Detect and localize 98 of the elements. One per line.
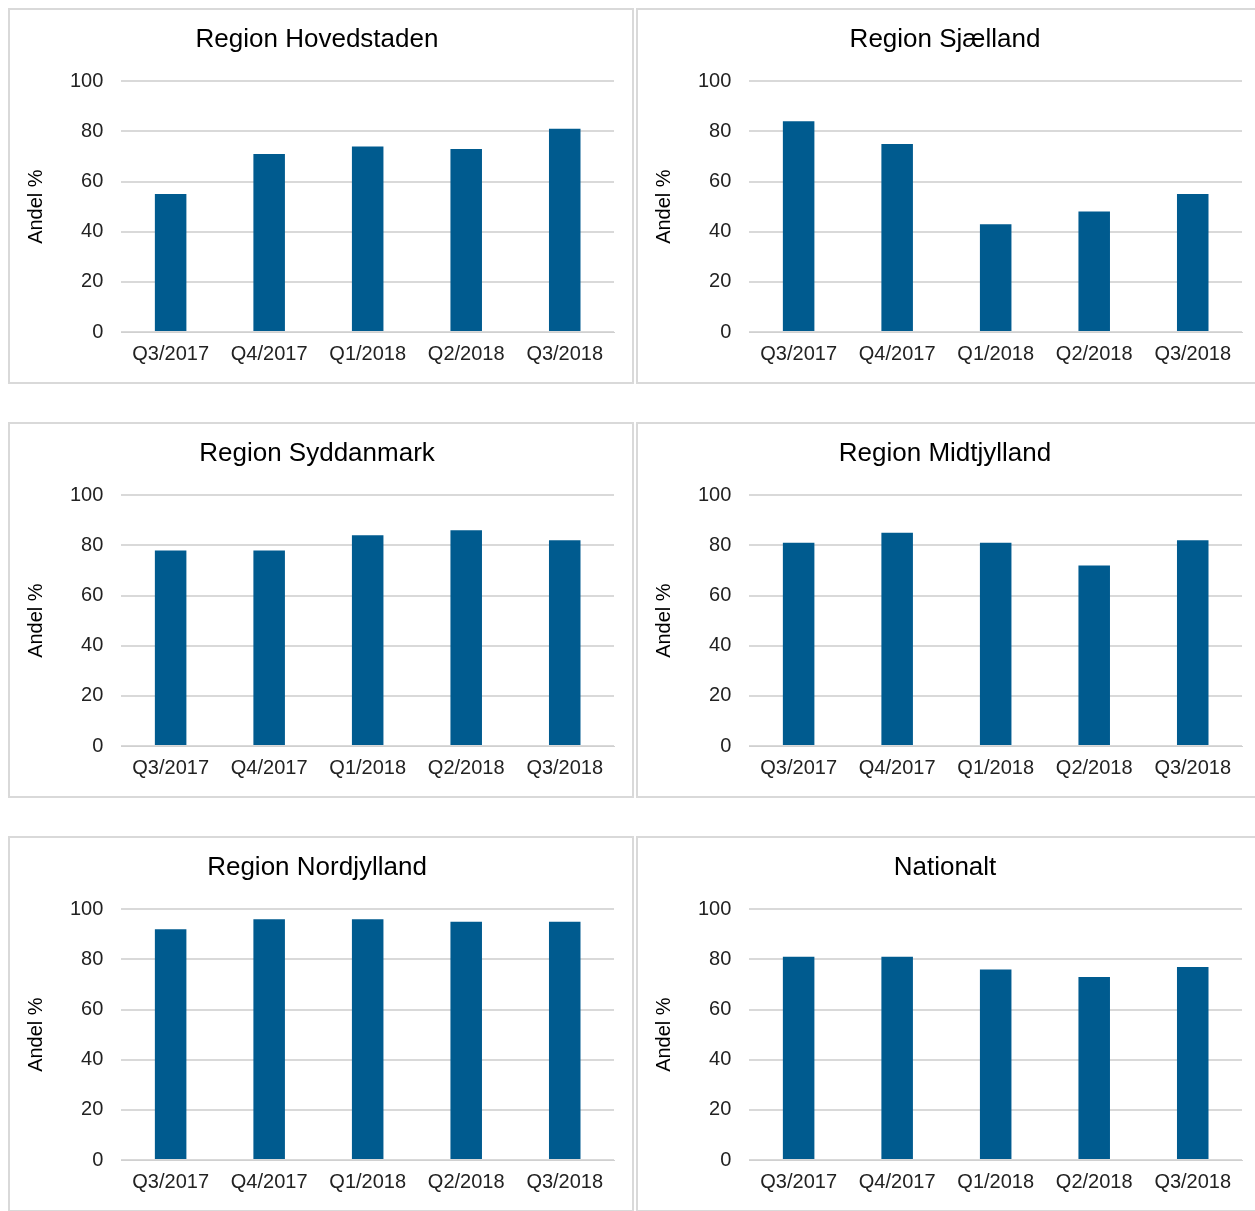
- bar: [881, 956, 913, 1159]
- x-tick-label: Q3/2018: [1154, 755, 1232, 778]
- x-tick-label: Q3/2017: [132, 1169, 209, 1192]
- y-tick-label: 80: [709, 532, 732, 555]
- y-tick-label: 100: [69, 68, 104, 91]
- x-tick-label: Q1/2018: [329, 1169, 407, 1192]
- bar: [979, 969, 1012, 1159]
- x-tick-label: Q3/2018: [1154, 1169, 1232, 1192]
- y-axis-title: Andel %: [651, 169, 674, 244]
- x-tick-label: Q3/2017: [132, 341, 209, 364]
- bar: [1176, 194, 1209, 331]
- y-tick-label: 0: [92, 319, 104, 342]
- x-tick-label: Q2/2018: [1055, 755, 1133, 778]
- y-tick-label: 20: [709, 269, 732, 292]
- x-tick-label: Q3/2018: [1154, 341, 1232, 364]
- y-axis-title: Andel %: [651, 583, 674, 658]
- x-tick-label: Q1/2018: [329, 341, 407, 364]
- y-tick-label: 20: [81, 269, 104, 292]
- y-tick-label: 20: [709, 683, 732, 706]
- y-tick-label: 20: [81, 1097, 104, 1120]
- chart-title: Region Sjælland: [849, 22, 1041, 53]
- bar: [979, 224, 1012, 331]
- bar: [450, 921, 482, 1159]
- y-tick-label: 100: [69, 896, 104, 919]
- bar: [154, 929, 187, 1159]
- x-tick-label: Q4/2017: [230, 341, 308, 364]
- bar: [782, 121, 815, 331]
- x-tick-label: Q3/2018: [526, 755, 604, 778]
- bar: [351, 919, 384, 1159]
- x-tick-label: Q3/2017: [760, 755, 837, 778]
- y-tick-label: 80: [81, 946, 104, 969]
- x-tick-label: Q2/2018: [1055, 341, 1133, 364]
- x-tick-label: Q3/2017: [132, 755, 209, 778]
- y-tick-label: 0: [92, 1147, 104, 1170]
- y-tick-label: 0: [720, 733, 732, 756]
- y-tick-label: 80: [81, 118, 104, 141]
- y-tick-label: 100: [697, 68, 732, 91]
- x-tick-label: Q3/2017: [760, 1169, 837, 1192]
- bar: [351, 535, 384, 745]
- x-tick-label: Q4/2017: [230, 755, 308, 778]
- y-tick-label: 100: [697, 896, 732, 919]
- y-tick-label: 100: [69, 482, 104, 505]
- bar: [450, 530, 482, 745]
- y-axis-title: Andel %: [651, 997, 674, 1072]
- y-axis-title: Andel %: [23, 169, 46, 244]
- bar: [1078, 211, 1110, 331]
- y-axis-title: Andel %: [23, 583, 46, 658]
- y-tick-label: 80: [709, 946, 732, 969]
- x-tick-label: Q3/2017: [760, 341, 837, 364]
- y-tick-label: 100: [697, 482, 732, 505]
- bar: [1078, 976, 1110, 1159]
- bar: [548, 921, 581, 1159]
- y-tick-label: 0: [92, 733, 104, 756]
- chart-title: Region Hovedstaden: [195, 22, 439, 53]
- bar: [881, 143, 913, 331]
- y-tick-label: 40: [81, 633, 104, 656]
- x-tick-label: Q3/2018: [526, 341, 604, 364]
- y-tick-label: 60: [709, 583, 732, 606]
- chart-title: Region Nordjylland: [207, 850, 427, 881]
- bar: [253, 919, 285, 1159]
- y-tick-label: 60: [709, 169, 732, 192]
- y-tick-label: 80: [81, 532, 104, 555]
- x-tick-label: Q4/2017: [858, 1169, 936, 1192]
- x-tick-label: Q4/2017: [858, 341, 936, 364]
- x-tick-label: Q2/2018: [427, 341, 505, 364]
- x-tick-label: Q1/2018: [957, 755, 1035, 778]
- x-tick-label: Q2/2018: [1055, 1169, 1133, 1192]
- bar: [1176, 966, 1209, 1159]
- y-tick-label: 40: [81, 1047, 104, 1070]
- x-tick-label: Q4/2017: [230, 1169, 308, 1192]
- bar: [154, 550, 187, 745]
- y-tick-label: 20: [709, 1097, 732, 1120]
- x-tick-label: Q3/2018: [526, 1169, 604, 1192]
- y-tick-label: 40: [709, 219, 732, 242]
- y-tick-label: 60: [81, 583, 104, 606]
- y-tick-label: 60: [81, 997, 104, 1020]
- x-tick-label: Q4/2017: [858, 755, 936, 778]
- x-tick-label: Q1/2018: [957, 1169, 1035, 1192]
- x-tick-label: Q1/2018: [957, 341, 1035, 364]
- x-tick-label: Q2/2018: [427, 1169, 505, 1192]
- bar: [782, 956, 815, 1159]
- y-tick-label: 0: [720, 319, 732, 342]
- y-tick-label: 40: [709, 633, 732, 656]
- y-tick-label: 40: [81, 219, 104, 242]
- y-tick-label: 40: [709, 1047, 732, 1070]
- y-tick-label: 20: [81, 683, 104, 706]
- y-tick-label: 80: [709, 118, 732, 141]
- y-tick-label: 60: [81, 169, 104, 192]
- bar: [253, 550, 285, 745]
- x-tick-label: Q2/2018: [427, 755, 505, 778]
- y-tick-label: 0: [720, 1147, 732, 1170]
- chart-title: Region Syddanmark: [199, 436, 436, 467]
- y-tick-label: 60: [709, 997, 732, 1020]
- bar: [548, 540, 581, 745]
- y-axis-title: Andel %: [23, 997, 46, 1072]
- chart-title: Region Midtjylland: [838, 436, 1052, 467]
- chart-title: Nationalt: [893, 850, 998, 881]
- x-tick-label: Q1/2018: [329, 755, 407, 778]
